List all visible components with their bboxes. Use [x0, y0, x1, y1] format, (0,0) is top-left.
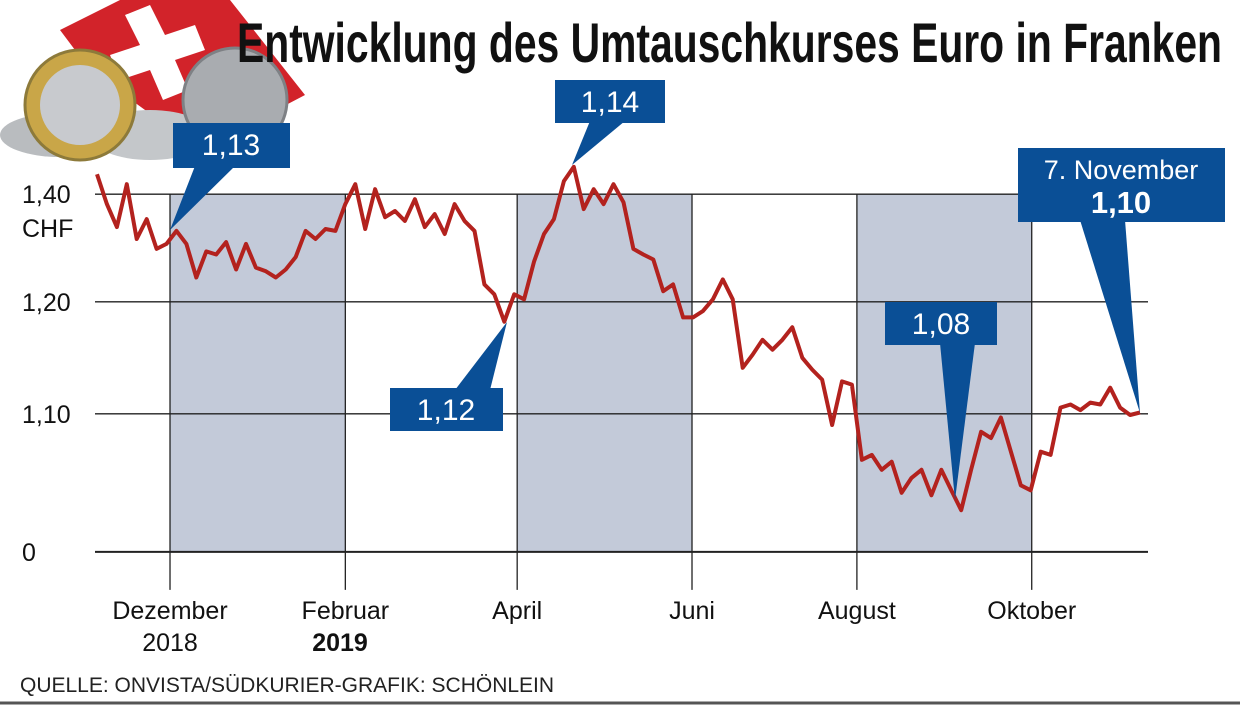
callout-pointer — [170, 166, 235, 230]
callout — [173, 123, 290, 168]
grid — [95, 193, 1148, 590]
callout-pointer — [940, 343, 975, 500]
x-tick-label: August — [818, 597, 896, 625]
callout — [885, 302, 997, 345]
unit-label: CHF — [22, 215, 73, 243]
y-tick-label: 1,10 — [22, 401, 71, 429]
y-tick-label: 1,40 — [22, 181, 71, 209]
callout-pointer — [455, 322, 507, 390]
x-tick-label: Oktober — [987, 597, 1076, 625]
plot — [95, 164, 1141, 513]
y-tick-label: 0 — [22, 539, 36, 567]
chart-title: Entwicklung des Umtauschkurses Euro in F… — [237, 11, 1222, 74]
year-label: 2018 — [142, 629, 198, 657]
callout-pointer — [572, 121, 625, 165]
callout-label: 7. November — [1044, 155, 1199, 185]
year-label: 2019 — [312, 629, 368, 657]
callouts: 1,13 1,14 1,12 1,08 7. November 1,10 — [170, 80, 1225, 500]
callout-label: 1,13 — [202, 129, 260, 162]
line — [95, 164, 1141, 513]
callout-label: 1,14 — [581, 86, 639, 119]
x-tick-label: Dezember — [112, 597, 227, 625]
month-band — [517, 194, 693, 552]
x-tick-label: Februar — [302, 597, 390, 625]
bands — [170, 194, 1032, 552]
callout — [1018, 148, 1225, 222]
x-tick-label: April — [492, 597, 542, 625]
callout-label: 1,12 — [417, 394, 475, 427]
source: QUELLE: ONVISTA/SÜDKURIER-GRAFIK: SCHÖNL… — [20, 674, 554, 697]
month-band — [170, 194, 346, 552]
callout — [555, 80, 665, 123]
coin-euro-inner — [40, 65, 120, 145]
callout-label: 1,08 — [912, 308, 970, 341]
callout — [390, 388, 503, 431]
callout-pointer — [1080, 220, 1140, 413]
y-tick-label: 1,20 — [22, 289, 71, 317]
callout-label: 1,10 — [1091, 185, 1151, 220]
flag-cross — [110, 5, 205, 100]
x-tick-label: Juni — [669, 597, 715, 625]
